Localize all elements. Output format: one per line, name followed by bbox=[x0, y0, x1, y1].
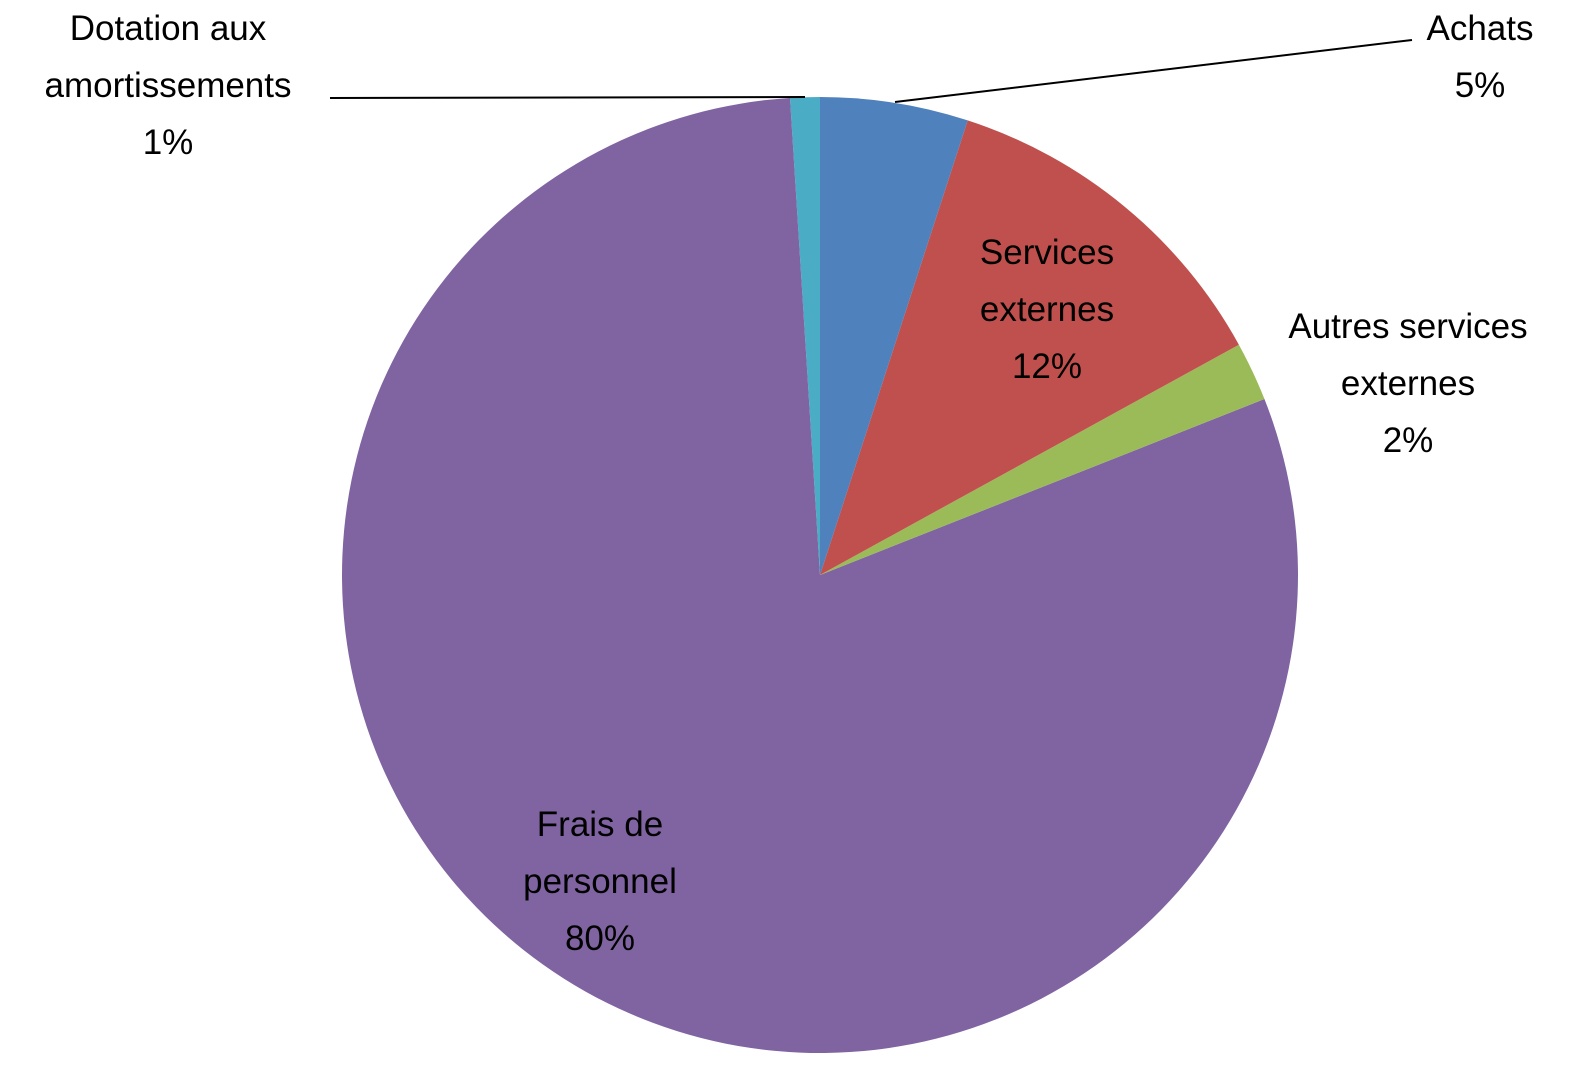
category-name: Achats bbox=[1426, 9, 1534, 48]
percent-label: 1% bbox=[142, 123, 194, 162]
pie-slice bbox=[820, 120, 1239, 575]
pie-slice bbox=[789, 97, 820, 575]
pie-slice bbox=[820, 97, 968, 575]
percent-label: 80% bbox=[564, 919, 636, 958]
category-name: Frais de personnel bbox=[523, 805, 677, 901]
slice-label: Dotation aux amortissements 1% bbox=[0, 0, 338, 171]
percent-label: 12% bbox=[1011, 347, 1083, 386]
pie-slice bbox=[341, 97, 1299, 1053]
slice-label: Autres services externes 2% bbox=[1243, 298, 1573, 469]
leader-line bbox=[329, 96, 806, 99]
percent-label: 5% bbox=[1454, 66, 1506, 105]
leader-line bbox=[894, 39, 1413, 103]
percent-label: 2% bbox=[1382, 421, 1434, 460]
category-name: Dotation aux amortissements bbox=[44, 9, 292, 105]
category-name: Services externes bbox=[979, 233, 1115, 329]
slice-label: Frais de personnel 80% bbox=[485, 796, 715, 967]
slice-label: Achats 5% bbox=[1380, 0, 1580, 114]
slice-label: Services externes 12% bbox=[937, 224, 1157, 395]
pie-slice bbox=[820, 344, 1265, 575]
category-name: Autres services externes bbox=[1288, 307, 1528, 403]
